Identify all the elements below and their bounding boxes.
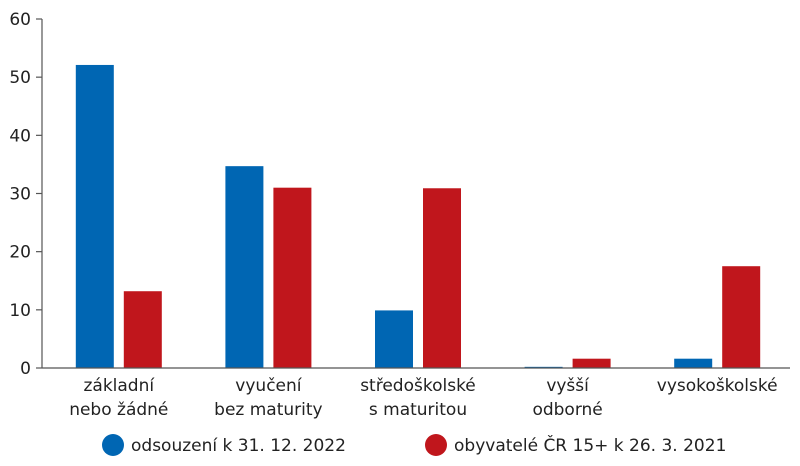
legend[interactable]: odsouzení k 31. 12. 2022 obyvatelé ČR 15+… bbox=[102, 434, 726, 456]
bar-series-1-cat-4 bbox=[722, 266, 761, 368]
legend-item-1[interactable]: obyvatelé ČR 15+ k 26. 3. 2021 bbox=[425, 434, 726, 456]
x-category-label: s maturitou bbox=[369, 400, 467, 420]
y-axis: 0 10 20 30 40 50 60 bbox=[9, 10, 43, 379]
legend-marker-0 bbox=[102, 434, 124, 456]
bar-series-0-cat-0 bbox=[75, 64, 114, 369]
x-category-label: vyšší bbox=[546, 376, 590, 396]
y-tick-label: 50 bbox=[9, 68, 31, 88]
x-category-label: základní bbox=[83, 376, 155, 396]
x-axis: základní nebo žádné vyučení bez maturity stř… bbox=[42, 367, 790, 420]
y-tick-label: 30 bbox=[9, 185, 31, 205]
bars bbox=[75, 64, 761, 369]
y-tick-label: 40 bbox=[9, 126, 31, 146]
bar-series-0-cat-4 bbox=[674, 358, 713, 368]
bar-series-1-cat-1 bbox=[273, 187, 312, 368]
bar-series-1-cat-0 bbox=[123, 291, 162, 368]
y-tick-label: 60 bbox=[9, 10, 31, 30]
x-category-label: odborné bbox=[532, 400, 602, 420]
bar-series-1-cat-2 bbox=[423, 188, 461, 368]
x-category-label: bez maturity bbox=[214, 400, 322, 420]
y-tick-label: 0 bbox=[20, 359, 31, 379]
bar-series-0-cat-1 bbox=[225, 166, 264, 368]
x-category-label: nebo žádné bbox=[69, 400, 168, 420]
x-category-label: vyučení bbox=[235, 376, 302, 396]
legend-label-1: obyvatelé ČR 15+ k 26. 3. 2021 bbox=[454, 434, 726, 456]
legend-item-0[interactable]: odsouzení k 31. 12. 2022 bbox=[102, 434, 346, 456]
y-tick-label: 10 bbox=[9, 301, 31, 321]
legend-label-0: odsouzení k 31. 12. 2022 bbox=[131, 436, 346, 456]
y-tick-label: 20 bbox=[9, 243, 31, 263]
x-category-label: středoškolské bbox=[360, 376, 476, 396]
bar-series-1-cat-3 bbox=[572, 358, 611, 368]
legend-marker-1 bbox=[425, 434, 447, 456]
bar-series-0-cat-2 bbox=[375, 310, 413, 368]
x-category-label: vysokoškolské bbox=[657, 376, 778, 396]
